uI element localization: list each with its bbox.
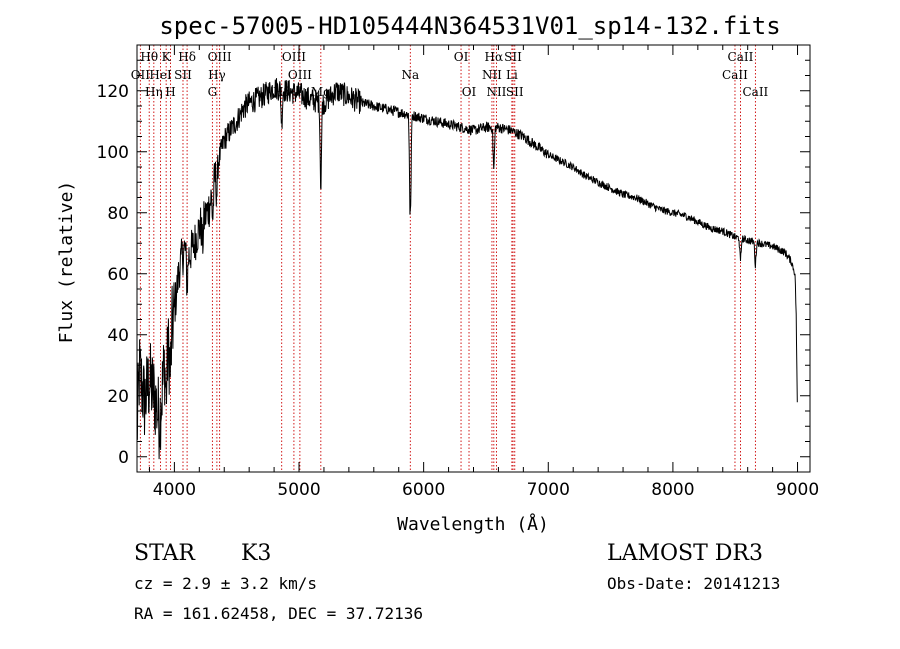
x-tick-label: 8000 <box>651 480 694 500</box>
y-axis-label: Flux (relative) <box>56 181 77 344</box>
x-tick-label: 7000 <box>527 480 570 500</box>
line-label: H <box>165 85 175 99</box>
coordinates-info: RA = 161.62458, DEC = 37.72136 <box>134 604 423 623</box>
x-axis-label: Wavelength (Å) <box>397 513 549 535</box>
line-label: OI <box>462 85 477 99</box>
line-label: OI <box>454 50 469 64</box>
line-label: SII <box>506 85 524 99</box>
line-label: NII <box>486 85 506 99</box>
x-tick-label: 5000 <box>277 480 320 500</box>
line-label: Hγ <box>208 68 226 82</box>
spectrum-series <box>136 78 798 460</box>
axis-ticks: 4000 5000 6000 7000 8000 9000 0 20 40 60 80 100 120 <box>97 45 819 500</box>
line-label: OIII <box>208 50 232 64</box>
line-label: Na <box>401 68 419 82</box>
line-label: OIII <box>288 68 312 82</box>
redshift-info: cz = 2.9 ± 3.2 km/s <box>134 574 317 593</box>
line-label: CaII <box>722 68 748 82</box>
line-label: OII <box>131 68 151 82</box>
line-label: SII <box>504 50 522 64</box>
observation-date: Obs-Date: 20141213 <box>607 574 780 593</box>
line-label: K <box>162 50 172 64</box>
y-tick-label: 0 <box>118 448 129 468</box>
line-markers <box>139 45 756 472</box>
line-label: Hβ <box>273 85 290 99</box>
object-class: STAR <box>134 541 196 566</box>
line-label: Hδ <box>178 50 196 64</box>
y-tick-label: 20 <box>107 387 129 407</box>
line-label: Li <box>506 68 518 82</box>
survey-name: LAMOST DR3 <box>607 541 763 566</box>
line-label: SII <box>174 68 192 82</box>
spectrum-line <box>136 78 798 460</box>
line-label: NII <box>482 68 502 82</box>
line-label: HeI <box>149 68 172 82</box>
line-label: Mg <box>311 85 331 99</box>
line-labels: Hθ OII Hη K HeI H Hδ SII OIII Hγ G OIII OIII Hβ Mg Na OI… <box>131 50 769 99</box>
line-label: G <box>208 85 218 99</box>
object-subclass: K3 <box>241 541 271 566</box>
line-label: Hα <box>485 50 504 64</box>
line-label: Hη <box>145 85 163 99</box>
line-label: CaII <box>742 85 768 99</box>
y-tick-label: 60 <box>107 265 129 285</box>
x-tick-label: 6000 <box>402 480 445 500</box>
y-tick-label: 100 <box>97 143 129 163</box>
chart-title: spec-57005-HD105444N364531V01_sp14-132.f… <box>159 12 780 40</box>
line-label: Hθ <box>140 50 158 64</box>
line-label: CaII <box>728 50 754 64</box>
line-label: OIII <box>282 50 306 64</box>
x-tick-label: 4000 <box>153 480 196 500</box>
y-tick-label: 80 <box>107 204 129 224</box>
y-tick-label: 40 <box>107 326 129 346</box>
x-tick-label: 9000 <box>776 480 819 500</box>
y-tick-label: 120 <box>97 82 129 102</box>
